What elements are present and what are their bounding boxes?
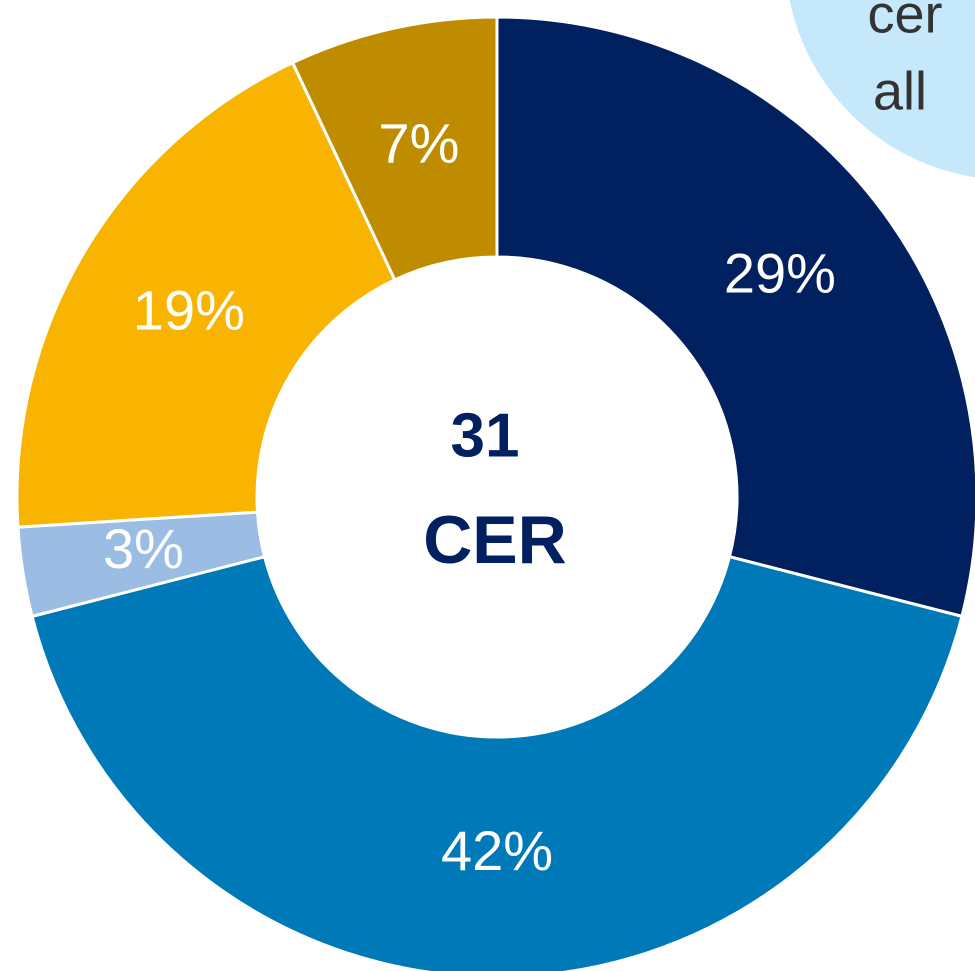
slice [290, 15, 499, 282]
slice-label: 7% [378, 111, 459, 174]
slice-label: 42% [441, 819, 553, 882]
slice-labels: 29% 42% 3% 19% 7% [103, 111, 836, 881]
slice [15, 60, 397, 529]
slice-label: 19% [133, 279, 245, 342]
callout-text: all [873, 61, 927, 121]
center-value: 31 [451, 401, 520, 470]
center-label: CER [423, 502, 567, 578]
callout-bubble [789, 0, 975, 178]
callout-text: cer [867, 0, 942, 44]
slice [495, 15, 975, 619]
slice-label: 29% [724, 241, 836, 304]
slice [30, 554, 964, 971]
donut [15, 15, 975, 971]
slice-label: 3% [103, 517, 184, 580]
